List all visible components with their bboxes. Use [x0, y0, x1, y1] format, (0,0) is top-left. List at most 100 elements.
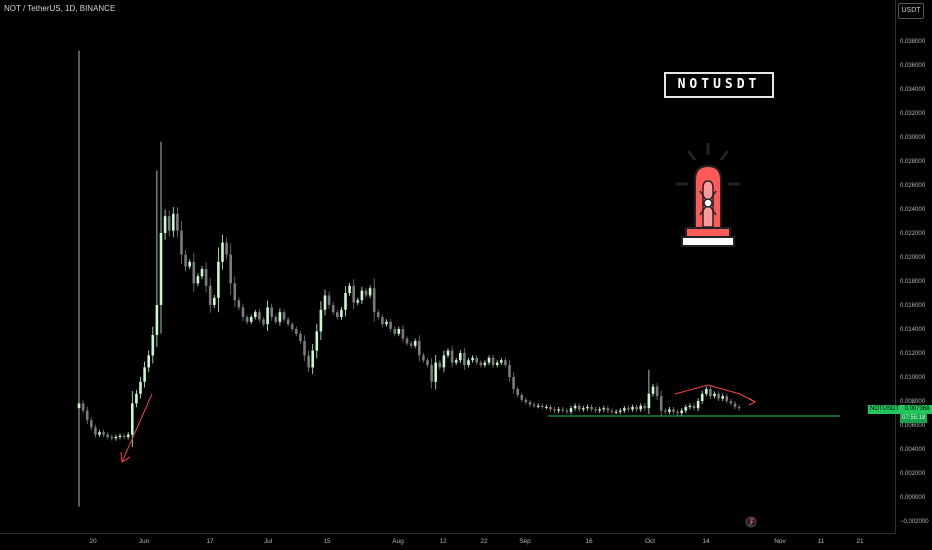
- candle-body: [565, 410, 569, 412]
- candle-body: [385, 321, 388, 325]
- candle-body: [737, 407, 741, 409]
- candle-body: [450, 350, 454, 363]
- candle-body: [676, 411, 679, 413]
- candle-body: [118, 435, 122, 437]
- candle-body: [77, 403, 81, 409]
- candle-body: [110, 437, 114, 439]
- candle-body: [700, 393, 704, 401]
- candle-body: [344, 293, 347, 310]
- x-tick-label: 15: [323, 538, 331, 545]
- candle-body: [356, 300, 360, 303]
- candle-body: [98, 432, 101, 435]
- candle-body: [290, 324, 294, 329]
- candle-body: [409, 343, 413, 346]
- candle-body: [454, 360, 458, 363]
- candle-body: [81, 403, 85, 411]
- candle-body: [307, 355, 310, 368]
- y-tick-label: 0.018000: [900, 279, 926, 285]
- candle-body: [221, 242, 224, 262]
- x-tick-label: 21: [856, 538, 864, 545]
- x-tick-label: Oct: [645, 538, 655, 545]
- candle-body: [475, 357, 478, 363]
- candle-body: [602, 408, 606, 410]
- candle-body: [528, 402, 532, 405]
- candle-body: [659, 396, 663, 411]
- candle-body: [639, 405, 642, 410]
- candle-body: [200, 269, 204, 277]
- time-axis[interactable]: 20 Jun 17 Jul 15 Aug 12 22 Sep 16 Oct 14 Nov 11 21: [89, 538, 864, 545]
- price-tag-symbol: NOTUSDT: [870, 406, 899, 412]
- bar-countdown: 07:55:18: [900, 414, 928, 423]
- candle-body: [389, 321, 392, 329]
- candle-body: [495, 362, 499, 365]
- siren-icon: [676, 143, 740, 247]
- price-axis[interactable]: 0.038000 0.036000 0.034000 0.032000 0.030000…: [900, 39, 929, 525]
- candle-body: [545, 407, 548, 408]
- y-tick-label: 0.028000: [900, 159, 926, 165]
- down-arrow-annotation[interactable]: [120, 393, 153, 463]
- candle-body: [668, 409, 671, 412]
- candle-body: [90, 420, 93, 428]
- ticker-label: NOTUSDT: [664, 72, 774, 98]
- candle-body: [438, 362, 442, 368]
- candle-body: [180, 230, 183, 255]
- x-tick-label: 20: [89, 538, 97, 545]
- candle-body: [323, 295, 327, 310]
- candle-body: [340, 309, 343, 317]
- candles: [77, 50, 741, 507]
- tradingview-logo-icon[interactable]: [745, 516, 757, 528]
- candle-body: [327, 295, 331, 305]
- candle-body: [126, 434, 130, 437]
- y-tick-label: 0.002000: [900, 471, 926, 477]
- x-tick-label: Sep: [519, 538, 531, 545]
- y-tick-label: 0.022000: [900, 231, 926, 237]
- candle-body: [586, 407, 589, 409]
- candle-body: [536, 405, 540, 407]
- candle-body: [262, 319, 265, 325]
- candle-body: [717, 393, 720, 399]
- candle-body: [418, 341, 421, 356]
- candle-body: [213, 297, 216, 305]
- candle-body: [266, 307, 269, 325]
- candle-body: [573, 405, 577, 409]
- candle-body: [647, 393, 651, 409]
- candle-body: [643, 405, 647, 409]
- candle-body: [594, 409, 597, 411]
- candle-body: [151, 335, 155, 356]
- candle-body: [303, 341, 306, 356]
- candle-body: [278, 312, 282, 322]
- candle-body: [569, 408, 573, 412]
- candle-body: [311, 350, 314, 368]
- candle-body: [85, 410, 89, 421]
- candle-body: [274, 317, 278, 322]
- candle-body: [131, 403, 134, 435]
- candle-body: [102, 432, 105, 435]
- candle-body: [405, 338, 409, 344]
- candle-body: [610, 410, 614, 412]
- y-tick-label: 0.014000: [900, 327, 926, 333]
- head-shoulders-annotation[interactable]: [674, 384, 756, 406]
- x-tick-label: Jul: [264, 538, 273, 545]
- candle-body: [684, 407, 688, 411]
- currency-unit-button[interactable]: USDT: [898, 3, 924, 19]
- candle-body: [245, 317, 249, 322]
- candle-body: [651, 386, 655, 394]
- candle-body: [319, 309, 323, 332]
- candle-body: [286, 319, 290, 325]
- candle-body: [377, 312, 380, 317]
- candle-body: [483, 362, 487, 365]
- candle-body: [135, 393, 138, 404]
- x-tick-label: Jun: [139, 538, 150, 545]
- candle-body: [114, 437, 118, 439]
- down-arrow-line: [121, 393, 153, 463]
- y-tick-label: 0.008000: [900, 399, 926, 405]
- candle-body: [500, 360, 503, 363]
- y-tick-label: 0.032000: [900, 111, 926, 117]
- candle-body: [233, 283, 237, 301]
- candle-body: [430, 365, 433, 382]
- last-price-tag[interactable]: NOTUSDT 0.007368: [868, 405, 932, 414]
- candle-body: [143, 367, 146, 382]
- symbol-title[interactable]: NOT / TetherUS, 1D, BINANCE: [4, 4, 116, 13]
- candle-body: [159, 233, 163, 305]
